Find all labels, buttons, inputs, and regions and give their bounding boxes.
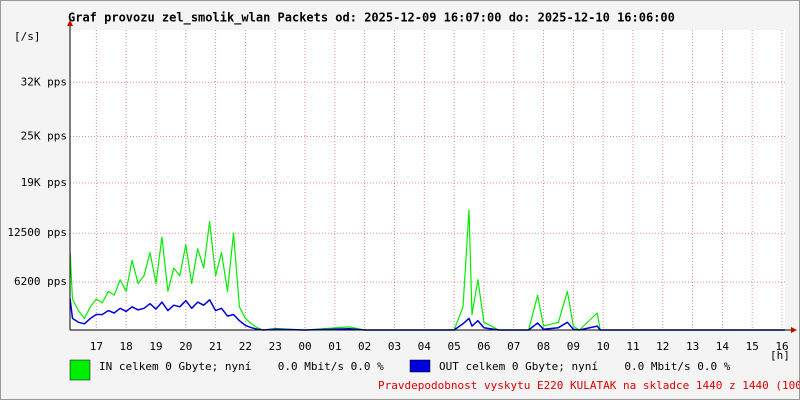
- x-tick-label: 21: [209, 340, 222, 353]
- plot-area: [70, 30, 785, 330]
- x-tick-label: 13: [686, 340, 699, 353]
- x-tick-label: 17: [90, 340, 103, 353]
- legend-label: IN celkem 0 Gbyte; nyní 0.0 Mbit/s 0.0 %: [99, 360, 384, 373]
- x-tick-label: 18: [120, 340, 133, 353]
- x-tick-label: 06: [477, 340, 490, 353]
- x-tick-label: 16: [775, 340, 788, 353]
- x-tick-label: 09: [567, 340, 580, 353]
- footer: Pravdepodobnost vyskytu E220 KULATAK na …: [378, 379, 800, 392]
- x-tick-label: 04: [418, 340, 432, 353]
- x-tick-label: 11: [626, 340, 639, 353]
- x-tick-label: 05: [447, 340, 460, 353]
- x-tick-label: 19: [149, 340, 162, 353]
- x-tick-label: 23: [269, 340, 282, 353]
- x-tick-label: 14: [716, 340, 730, 353]
- x-tick-label: 22: [239, 340, 252, 353]
- y-tick-label: 32K pps: [21, 75, 67, 88]
- x-tick-label: 03: [388, 340, 401, 353]
- y-unit: [/s]: [14, 30, 41, 43]
- x-unit: [h]: [770, 349, 790, 362]
- y-tick-label: 25K pps: [21, 129, 67, 142]
- y-axis-arrow: [67, 20, 73, 26]
- x-tick-label: 15: [746, 340, 759, 353]
- chart-title: Graf provozu zel_smolik_wlan Packets od:…: [68, 11, 675, 26]
- y-tick-label: 12500 pps: [7, 226, 67, 239]
- x-tick-label: 12: [656, 340, 669, 353]
- x-tick-label: 07: [507, 340, 520, 353]
- legend-swatch: [69, 359, 91, 381]
- x-tick-label: 02: [358, 340, 371, 353]
- y-tick-label: 6200 pps: [14, 275, 67, 288]
- x-axis-arrow: [791, 327, 797, 333]
- legend-swatch: [409, 359, 431, 373]
- x-tick-label: 00: [298, 340, 311, 353]
- legend-label: OUT celkem 0 Gbyte; nyní 0.0 Mbit/s 0.0 …: [439, 360, 731, 373]
- y-tick-label: 19K pps: [21, 176, 67, 189]
- x-tick-label: 20: [179, 340, 192, 353]
- x-tick-label: 10: [597, 340, 610, 353]
- x-tick-label: 08: [537, 340, 550, 353]
- x-tick-label: 01: [328, 340, 341, 353]
